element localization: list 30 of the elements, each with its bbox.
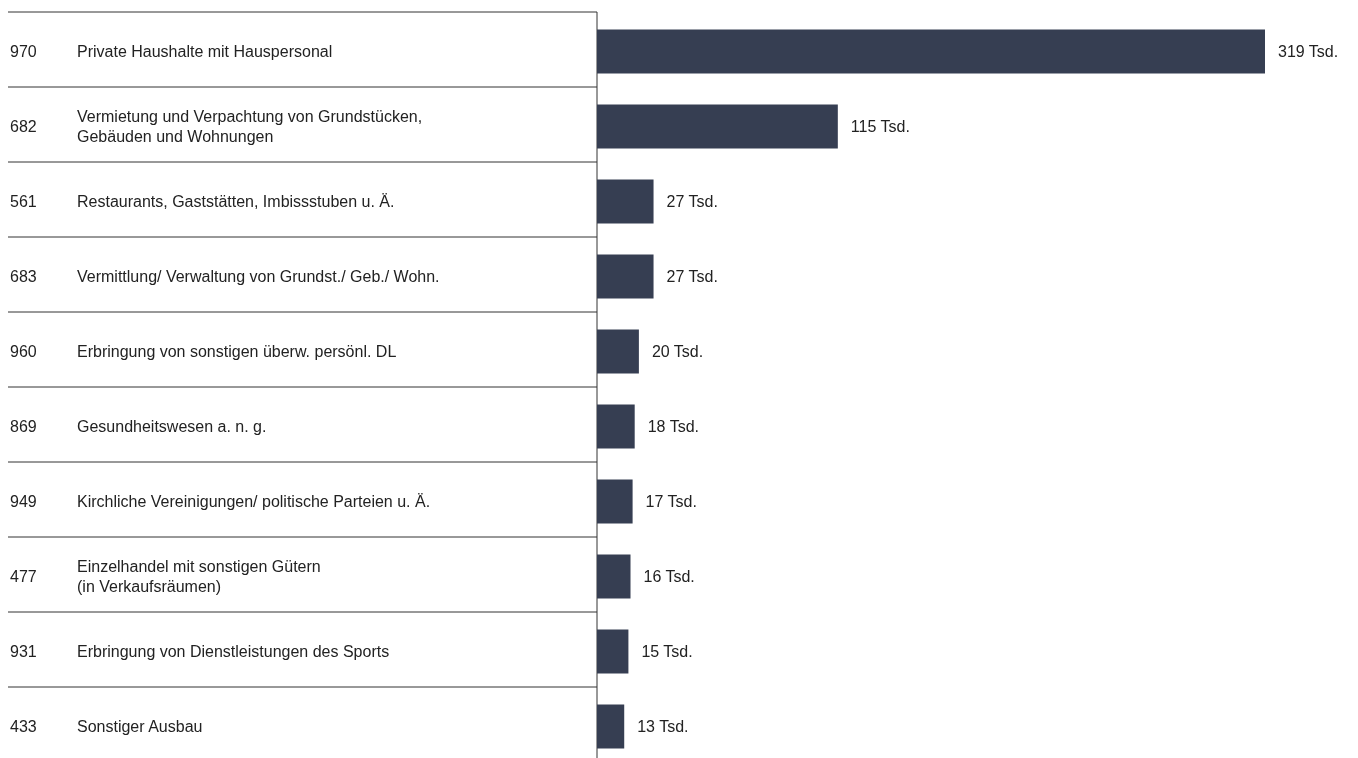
data-label: 20 Tsd. (651, 343, 704, 361)
bar (597, 104, 838, 149)
bar (597, 404, 635, 449)
category-label: 477 Einzelhandel mit sonstigen Gütern (in Verkaufsräumen) (10, 558, 321, 596)
data-label: 13 Tsd. (637, 718, 689, 736)
category-label: 433 Sonstiger Ausbau (10, 718, 203, 736)
bar (597, 704, 625, 749)
bar (597, 554, 631, 599)
bar (597, 329, 639, 374)
bar (597, 29, 1265, 74)
data-label: 27 Tsd. (666, 193, 718, 211)
category-label: 931 Erbringung von Dienstleistungen des Sports (10, 643, 390, 661)
category-label: 869 Gesundheitswesen a. n. g. (10, 418, 267, 436)
category-label: 682 Vermietung und Verpachtung von Grundstücken, Gebäuden und Wohnungen (10, 108, 423, 146)
category-label: 960 Erbringung von sonstigen überw. persönl. DL (10, 343, 397, 361)
data-label: 16 Tsd. (643, 568, 695, 586)
data-label: 27 Tsd. (666, 268, 718, 286)
category-label: 683 Vermittlung/ Verwaltung von Grundst./ Geb./ Wohn. (10, 268, 440, 286)
category-label: 561 Restaurants, Gaststätten, Imbissstuben u. Ä. (10, 193, 395, 211)
data-label: 17 Tsd. (645, 493, 697, 511)
data-label: 319 Tsd. (1278, 43, 1339, 61)
data-label: 115 Tsd. (850, 118, 910, 136)
bar (597, 254, 654, 299)
bar (597, 629, 629, 674)
bar (597, 479, 633, 524)
category-label: 970 Private Haushalte mit Hauspersonal (10, 43, 333, 61)
data-label: 15 Tsd. (641, 643, 693, 661)
category-label: 949 Kirchliche Vereinigungen/ politische Parteien u. Ä. (10, 493, 431, 511)
data-label: 18 Tsd. (647, 418, 699, 436)
bar (597, 179, 654, 224)
